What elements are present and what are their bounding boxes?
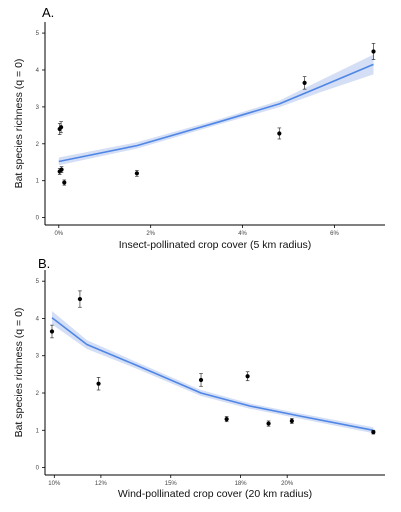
data-point xyxy=(59,167,64,172)
data-point xyxy=(134,171,139,176)
data-point xyxy=(245,374,250,379)
data-point xyxy=(371,49,376,54)
panel-b-label: B. xyxy=(38,256,51,271)
data-point xyxy=(371,430,376,435)
x-tick-label: 0% xyxy=(54,231,63,237)
y-tick-label: 5 xyxy=(36,31,40,37)
panel-a-label: A. xyxy=(42,5,55,20)
data-point xyxy=(289,418,294,424)
data-point xyxy=(277,131,282,136)
data-point xyxy=(77,296,83,302)
y-tick-label: 4 xyxy=(36,316,40,322)
y-tick-label: 1 xyxy=(36,179,40,185)
x-tick-label: 4% xyxy=(238,231,247,237)
y-tick-label: 1 xyxy=(36,428,40,434)
y-tick-label: 4 xyxy=(36,68,40,74)
data-point xyxy=(266,421,271,426)
x-axis-title: Insect-pollinated crop cover (5 km radiu… xyxy=(119,239,312,251)
x-tick-label: 18% xyxy=(235,481,248,487)
data-point xyxy=(96,381,101,386)
fit-line xyxy=(58,63,374,163)
y-axis-title: Bat species richness (q = 0) xyxy=(13,308,25,438)
data-point xyxy=(62,180,67,185)
confidence-band xyxy=(58,54,374,166)
data-point xyxy=(302,80,307,85)
y-tick-label: 0 xyxy=(36,216,40,222)
x-tick-label: 2% xyxy=(146,231,155,237)
data-point xyxy=(198,377,204,383)
y-tick-label: 3 xyxy=(36,105,40,111)
confidence-band xyxy=(52,311,374,434)
chart-a: 0 1 2 3 4 5 0% 2% 4% 6% Insect-pollinated crop cov… xyxy=(13,22,385,251)
y-tick-label: 3 xyxy=(36,354,40,360)
y-axis-title: Bat species richness (q = 0) xyxy=(13,59,25,189)
x-tick-label: 15% xyxy=(165,481,178,487)
y-tick-label: 5 xyxy=(36,279,40,285)
data-point xyxy=(49,329,55,334)
data-point xyxy=(58,125,64,130)
fit-line xyxy=(51,317,374,432)
y-tick-label: 0 xyxy=(36,466,40,472)
data-point xyxy=(224,416,229,422)
x-tick-label: 20% xyxy=(281,481,294,487)
x-tick-label: 10% xyxy=(48,481,61,487)
x-tick-label: 12% xyxy=(95,481,108,487)
x-tick-label: 6% xyxy=(330,231,339,237)
y-tick-label: 2 xyxy=(36,391,40,397)
y-tick-label: 2 xyxy=(36,142,40,148)
x-axis-title: Wind-pollinated crop cover (20 km radius… xyxy=(118,488,312,500)
